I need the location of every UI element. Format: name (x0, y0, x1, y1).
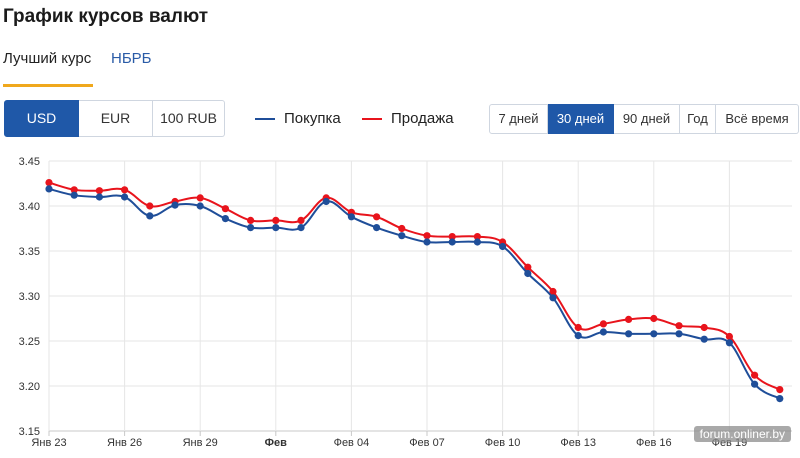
data-point-buy (121, 193, 129, 201)
data-point-sell (423, 232, 431, 240)
legend-buy-label: Покупка (284, 110, 341, 127)
currency-eur-button[interactable]: EUR (79, 100, 153, 137)
data-point-sell (272, 216, 280, 224)
legend-item-sell[interactable]: Продажа (362, 110, 454, 127)
data-point-buy (398, 232, 406, 240)
period-30-days-button[interactable]: 30 дней (548, 104, 614, 134)
currency-selector: USD EUR 100 RUB (4, 100, 225, 137)
data-point-buy (574, 332, 582, 340)
period-7-days-button[interactable]: 7 дней (489, 104, 548, 134)
data-point-buy (499, 242, 507, 251)
y-tick-label: 3.40 (19, 201, 40, 213)
data-point-buy (322, 197, 330, 206)
data-point-buy (373, 224, 381, 232)
data-point-buy (347, 213, 355, 221)
data-point-sell (247, 216, 255, 224)
period-90-days-button[interactable]: 90 дней (614, 104, 680, 134)
x-tick-label: Фев 10 (485, 437, 521, 449)
data-point-sell (146, 202, 154, 210)
data-point-sell (70, 186, 78, 194)
data-point-buy (272, 224, 280, 232)
data-point-sell (574, 323, 582, 332)
data-point-buy (549, 294, 557, 302)
data-point-buy (700, 335, 708, 343)
x-tick-label: Янв 26 (107, 437, 142, 449)
x-tick-label: Янв 23 (31, 437, 66, 449)
data-point-buy (524, 269, 532, 278)
data-point-buy (196, 202, 204, 210)
data-point-buy (146, 212, 154, 220)
data-point-sell (751, 371, 759, 379)
data-point-buy (448, 238, 456, 246)
series-line-buy (48, 187, 781, 400)
sell-line-swatch (362, 117, 382, 120)
data-point-buy (423, 238, 431, 246)
data-point-sell (473, 233, 481, 241)
period-year-button[interactable]: Год (680, 104, 716, 134)
period-selector: 7 дней 30 дней 90 дней Год Всё время (489, 104, 799, 134)
data-point-buy (473, 238, 481, 246)
legend-item-buy[interactable]: Покупка (255, 110, 341, 127)
x-tick-label: Фев 07 (409, 437, 445, 449)
data-point-sell (297, 216, 305, 224)
data-point-buy (625, 330, 633, 338)
data-point-sell (121, 186, 129, 194)
data-point-buy (221, 215, 229, 223)
data-point-sell (700, 323, 708, 332)
data-point-buy (599, 328, 608, 336)
currency-usd-button[interactable]: USD (4, 100, 79, 137)
y-tick-label: 3.20 (19, 381, 40, 393)
data-point-buy (45, 185, 53, 193)
data-point-buy (776, 395, 784, 403)
exchange-rate-chart: 3.15 3.20 3.25 3.30 3.35 3.40 3.45 Янв 23 Янв 26… (19, 156, 792, 449)
data-point-sell (524, 263, 532, 271)
data-point-sell (625, 315, 633, 323)
x-tick-label: Фев 16 (636, 437, 672, 449)
data-point-sell (650, 314, 658, 323)
tab-nbrb[interactable]: НБРБ (111, 50, 152, 67)
y-tick-label: 3.30 (19, 291, 40, 303)
x-tick-label: Фев 13 (560, 437, 596, 449)
x-tick-label: Фев 04 (334, 437, 370, 449)
data-point-sell (776, 386, 784, 394)
data-point-buy (725, 339, 734, 347)
y-tick-label: 3.35 (19, 246, 40, 258)
data-point-buy (171, 201, 179, 209)
data-point-sell (448, 233, 456, 241)
y-tick-label: 3.25 (19, 336, 40, 348)
x-tick-label: Янв 29 (183, 437, 218, 449)
buy-line-swatch (255, 117, 275, 120)
data-point-buy (247, 224, 255, 232)
data-point-sell (373, 213, 381, 221)
data-point-sell (45, 179, 53, 187)
y-tick-label: 3.45 (19, 156, 40, 168)
data-point-sell (398, 224, 406, 233)
data-point-sell (549, 287, 557, 296)
data-point-buy (675, 330, 683, 338)
data-point-buy (650, 330, 658, 338)
data-point-sell (725, 332, 734, 341)
data-point-sell (599, 320, 608, 328)
tab-best-rate[interactable]: Лучший курс (3, 48, 93, 87)
data-point-buy (95, 193, 103, 201)
data-point-buy (751, 380, 759, 388)
data-point-sell (675, 322, 683, 330)
data-point-sell (221, 205, 229, 213)
x-tick-label: Фев (265, 437, 288, 449)
currency-rub-button[interactable]: 100 RUB (153, 100, 225, 137)
page-title: График курсов валют (3, 6, 209, 27)
y-tick-label: 3.15 (19, 426, 40, 438)
data-point-buy (70, 191, 78, 199)
period-all-time-button[interactable]: Всё время (716, 104, 799, 134)
data-point-sell (95, 187, 103, 195)
legend-sell-label: Продажа (391, 110, 454, 127)
data-point-sell (196, 194, 204, 202)
data-point-buy (297, 224, 305, 232)
watermark: forum.onliner.by (693, 426, 791, 442)
